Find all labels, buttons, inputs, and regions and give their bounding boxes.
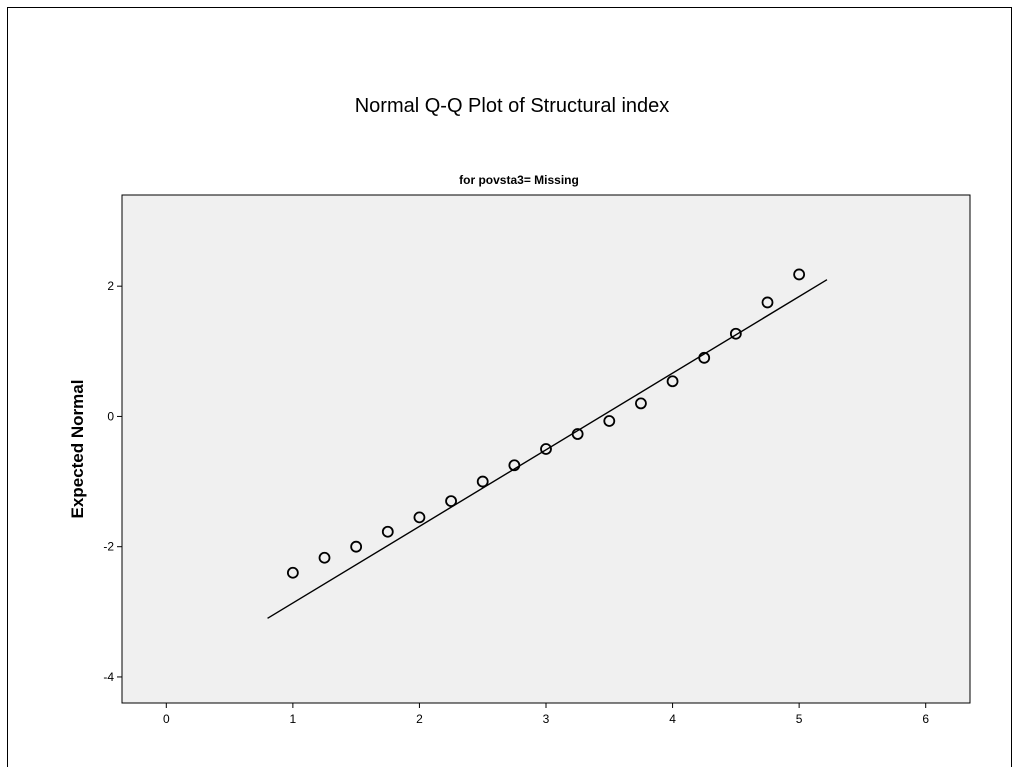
y-tick-label: 2 [107, 279, 114, 293]
x-tick-label: 6 [922, 712, 929, 726]
reference-line-group [267, 279, 828, 619]
data-point [603, 415, 616, 427]
y-tick-label: -4 [103, 670, 114, 684]
data-point [445, 495, 457, 508]
data-point [761, 296, 774, 309]
x-tick-label: 1 [290, 712, 297, 726]
data-point [793, 268, 806, 281]
data-point [318, 551, 331, 564]
data-point [508, 459, 521, 472]
data-point [286, 566, 299, 579]
data-point [540, 443, 552, 455]
y-tick-label: -2 [103, 540, 114, 554]
data-point [413, 511, 426, 524]
data-point [698, 351, 711, 364]
x-tick-label: 3 [543, 712, 550, 726]
data-point [571, 428, 584, 440]
x-axis: 0 1 2 3 4 5 6 [163, 703, 929, 726]
data-point [666, 375, 679, 388]
y-axis-label: Expected Normal [68, 380, 87, 519]
x-tick-label: 2 [416, 712, 423, 726]
x-tick-label: 4 [669, 712, 676, 726]
data-points [286, 268, 806, 579]
reference-line [267, 279, 828, 619]
data-point [729, 327, 742, 340]
data-point [476, 475, 489, 488]
chart-title: Normal Q-Q Plot of Structural index [355, 95, 670, 117]
y-axis: -4 -2 0 2 [103, 279, 122, 684]
data-point [381, 525, 394, 538]
data-point [350, 540, 363, 553]
x-tick-label: 0 [163, 712, 170, 726]
y-tick-label: 0 [107, 409, 114, 423]
x-tick-label: 5 [796, 712, 803, 726]
chart-subtitle: for povsta3= Missing [459, 173, 579, 187]
data-point [635, 397, 647, 410]
